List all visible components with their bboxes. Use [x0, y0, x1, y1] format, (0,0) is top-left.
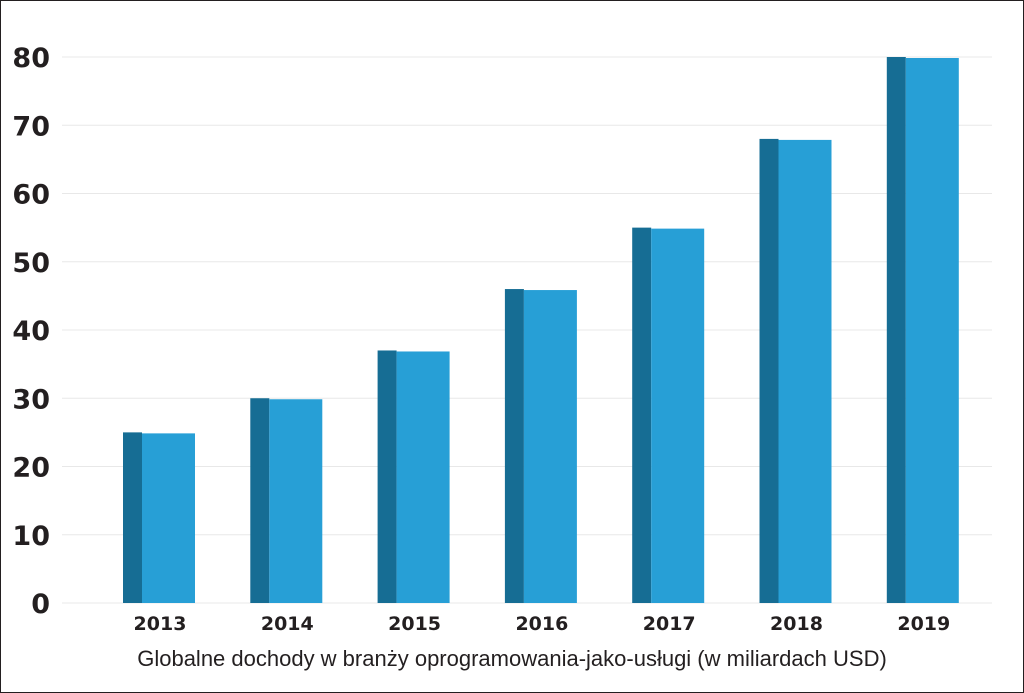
bar-2018 — [759, 138, 832, 603]
y-tick-label-60: 60 — [12, 180, 50, 211]
x-tick-label-2013: 2013 — [134, 613, 187, 635]
y-axis-ticks: 0 10 20 30 40 50 60 70 80 — [12, 43, 50, 620]
x-axis-label: Globalne dochody w branży oprogramowania… — [137, 646, 887, 671]
x-tick-label-2015: 2015 — [388, 613, 441, 635]
bar-2019 — [886, 57, 959, 603]
x-tick-label-2014: 2014 — [261, 613, 314, 635]
y-tick-label-20: 20 — [12, 453, 50, 484]
bar-side-2015 — [377, 350, 397, 603]
bar-2014 — [250, 398, 323, 603]
bar-face-2016 — [523, 290, 577, 603]
bar-side-2018 — [759, 138, 779, 603]
gridlines — [62, 56, 992, 604]
bar-face-2015 — [396, 351, 450, 603]
bar-side-2016 — [504, 289, 524, 603]
x-tick-label-2018: 2018 — [770, 613, 823, 635]
y-tick-label-30: 30 — [12, 384, 50, 415]
x-tick-label-2019: 2019 — [897, 613, 950, 635]
bar-2016 — [504, 289, 577, 603]
y-tick-label-80: 80 — [12, 43, 50, 74]
bar-2015 — [377, 350, 450, 603]
x-tick-label-2016: 2016 — [515, 613, 568, 635]
x-axis-ticks: 2013 2014 2015 2016 2017 2018 2019 — [134, 613, 951, 635]
bar-side-2017 — [632, 227, 652, 603]
bar-side-2014 — [250, 398, 270, 603]
y-tick-label-50: 50 — [12, 248, 50, 279]
y-tick-label-0: 0 — [31, 589, 50, 620]
bar-2013 — [123, 432, 195, 603]
bar-2017 — [632, 227, 705, 603]
bar-face-2019 — [905, 58, 959, 603]
bar-face-2017 — [651, 228, 705, 603]
bar-side-2013 — [123, 432, 142, 603]
bar-face-2018 — [778, 139, 832, 603]
y-tick-label-40: 40 — [12, 316, 50, 347]
bar-side-2019 — [886, 57, 906, 603]
y-tick-label-70: 70 — [12, 111, 50, 142]
bar-face-2013 — [142, 433, 195, 603]
y-tick-label-10: 10 — [12, 521, 50, 552]
bar-face-2014 — [269, 399, 323, 603]
bars — [123, 57, 959, 603]
x-tick-label-2017: 2017 — [643, 613, 696, 635]
